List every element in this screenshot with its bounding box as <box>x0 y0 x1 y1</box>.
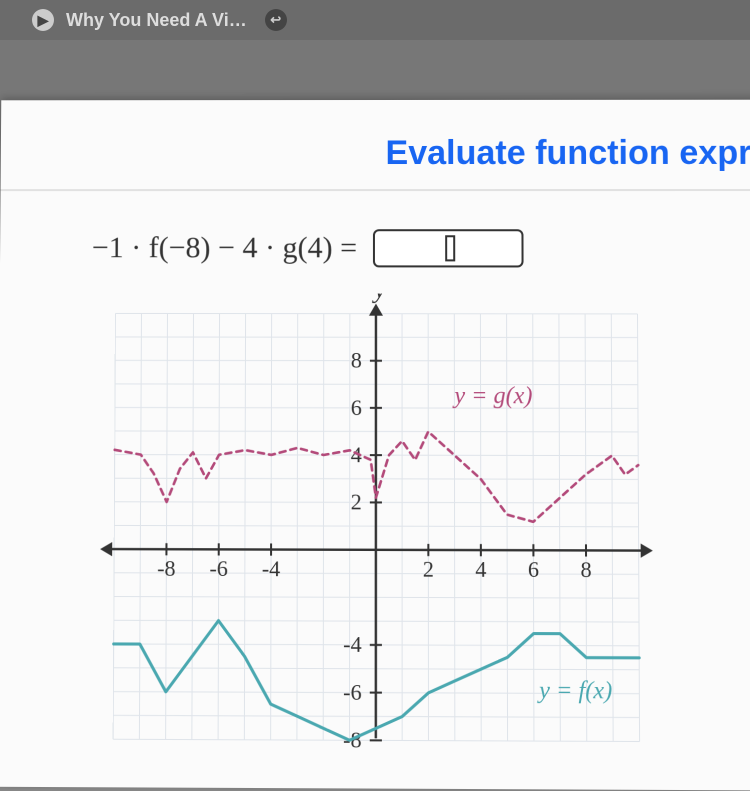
svg-text:-8: -8 <box>157 555 176 581</box>
tab-action-icon[interactable]: ↩ <box>265 9 287 31</box>
page-title: Evaluate function expres <box>1 100 750 189</box>
svg-text:-4: -4 <box>343 632 362 658</box>
photo-background: Evaluate function expres −1 · f(−8) − 4 … <box>0 40 750 750</box>
answer-input[interactable] <box>373 229 524 267</box>
svg-text:2: 2 <box>351 489 362 514</box>
svg-text:y = f(x): y = f(x) <box>537 678 612 705</box>
svg-text:4: 4 <box>475 556 486 582</box>
tab-title: Why You Need A Vi… <box>66 10 247 31</box>
svg-text:-4: -4 <box>262 556 281 582</box>
svg-text:y: y <box>371 293 386 303</box>
svg-text:2: 2 <box>423 556 434 582</box>
text-cursor-icon <box>445 235 455 259</box>
expression-prompt: −1 · f(−8) − 4 · g(4) = <box>0 191 750 268</box>
browser-tab: ▶ Why You Need A Vi… ↩ <box>0 0 750 40</box>
svg-text:8: 8 <box>580 556 591 582</box>
svg-text:6: 6 <box>351 395 362 420</box>
svg-text:8: 8 <box>351 348 362 373</box>
favicon-icon: ▶ <box>32 9 54 31</box>
svg-text:6: 6 <box>528 556 539 582</box>
svg-text:-6: -6 <box>209 555 228 581</box>
svg-text:-6: -6 <box>343 679 362 705</box>
worksheet-page: Evaluate function expres −1 · f(−8) − 4 … <box>0 100 750 791</box>
prompt-expression-text: −1 · f(−8) − 4 · g(4) = <box>92 231 357 265</box>
svg-text:y = g(x): y = g(x) <box>452 383 532 409</box>
function-graph: -8-6-424682468-4-6-8yxy = g(x)y = f(x) <box>93 293 660 762</box>
